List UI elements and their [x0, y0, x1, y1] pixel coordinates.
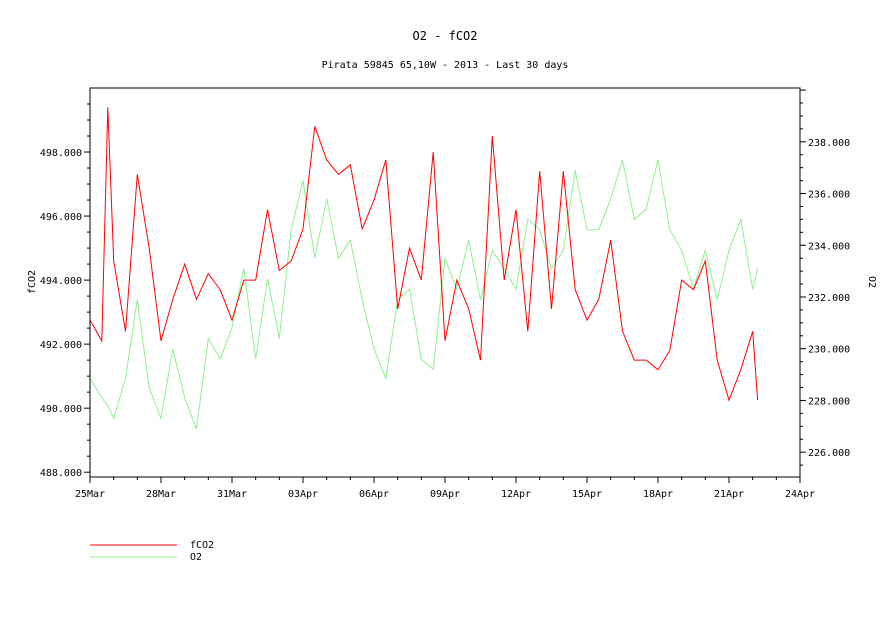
y-right-tick-label: 226.000: [808, 448, 850, 459]
x-tick-label: 03Apr: [288, 489, 318, 500]
series-line-o2: [89, 159, 759, 430]
legend-label-fco2: fCO2: [190, 540, 214, 551]
y-axis-label-right: O2: [866, 276, 877, 288]
y-left-tick-label: 496.000: [40, 212, 82, 223]
y-left-tick-label: 488.000: [40, 468, 82, 479]
y-left-tick-label: 494.000: [40, 276, 82, 287]
chart-subtitle: Pirata 59845 65,10W - 2013 - Last 30 day…: [322, 60, 569, 71]
y-left-tick-label: 490.000: [40, 404, 82, 415]
plot-frame: [89, 87, 801, 478]
x-tick-label: 18Apr: [643, 489, 673, 500]
y-right-tick-label: 230.000: [808, 345, 850, 356]
x-tick-label: 12Apr: [501, 489, 531, 500]
y-right-tick-label: 234.000: [808, 241, 850, 252]
series-line-fco2: [89, 107, 759, 402]
series-layer: [89, 107, 759, 430]
x-tick-label: 28Mar: [146, 489, 176, 500]
y-right-tick-label: 232.000: [808, 293, 850, 304]
y-left-tick-label: 492.000: [40, 340, 82, 351]
x-tick-label: 15Apr: [572, 489, 602, 500]
x-tick-label: 09Apr: [430, 489, 460, 500]
legend: fCO2 O2: [90, 540, 214, 563]
x-tick-label: 31Mar: [217, 489, 247, 500]
x-tick-label: 24Apr: [785, 489, 815, 500]
axes-layer: 25Mar 28Mar 31Mar 03Apr 06Apr 09Apr 12Apr 15Apr…: [40, 89, 850, 500]
x-tick-label: 25Mar: [75, 489, 105, 500]
y-axis-label-left: fCO2: [27, 270, 38, 294]
y-right-tick-label: 236.000: [808, 190, 850, 201]
y-left-tick-label: 498.000: [40, 148, 82, 159]
y-right-tick-label: 228.000: [808, 396, 850, 407]
x-tick-label: 21Apr: [714, 489, 744, 500]
chart-title: O2 - fCO2: [412, 29, 477, 43]
x-tick-label: 06Apr: [359, 489, 389, 500]
y-right-tick-label: 238.000: [808, 138, 850, 149]
legend-label-o2: O2: [190, 552, 202, 563]
